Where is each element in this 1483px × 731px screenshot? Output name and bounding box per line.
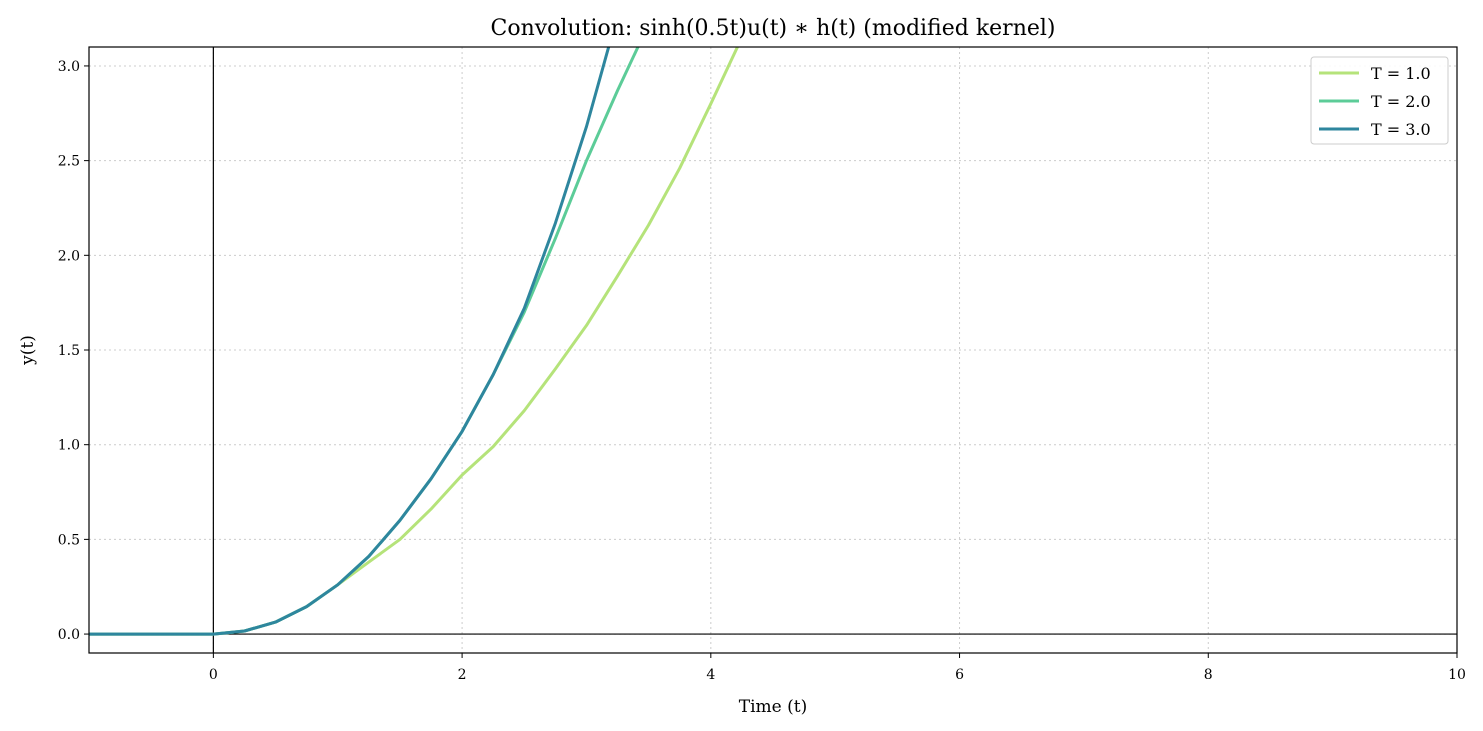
series-line-1	[89, 47, 740, 636]
series-line-3	[89, 47, 611, 636]
y-tick-label: 2.0	[58, 248, 80, 264]
chart-title: Convolution: sinh(0.5t)u(t) ∗ h(t) (modi…	[490, 16, 1055, 41]
plot-area: 0 2 4 6 8 10 0.0 0.5 1.0 1.5 2.0 2.5 3.0	[58, 46, 1466, 683]
y-tick-label: 0.0	[58, 627, 80, 643]
x-tick-label: 6	[955, 667, 964, 683]
y-tick-label: 0.5	[58, 532, 80, 548]
x-tick-label: 10	[1448, 667, 1466, 683]
y-tick-label: 1.0	[58, 438, 80, 454]
x-tick-label: 0	[209, 667, 218, 683]
y-tick-label: 1.5	[58, 343, 80, 359]
legend-label-3: T = 3.0	[1371, 120, 1431, 139]
legend-label-1: T = 1.0	[1371, 64, 1431, 83]
legend: T = 1.0 T = 2.0 T = 3.0	[1310, 56, 1449, 145]
x-tick-label: 4	[706, 667, 715, 683]
y-axis-label: y(t)	[18, 335, 38, 366]
x-axis-label: Time (t)	[739, 697, 807, 717]
y-tick-label: 3.0	[58, 59, 80, 75]
legend-box	[1310, 56, 1449, 145]
y-tick-label: 2.5	[58, 154, 80, 170]
x-tick-label: 8	[1204, 667, 1213, 683]
legend-label-2: T = 2.0	[1371, 92, 1431, 111]
x-tick-label: 2	[458, 667, 467, 683]
series-line-2	[89, 47, 640, 636]
